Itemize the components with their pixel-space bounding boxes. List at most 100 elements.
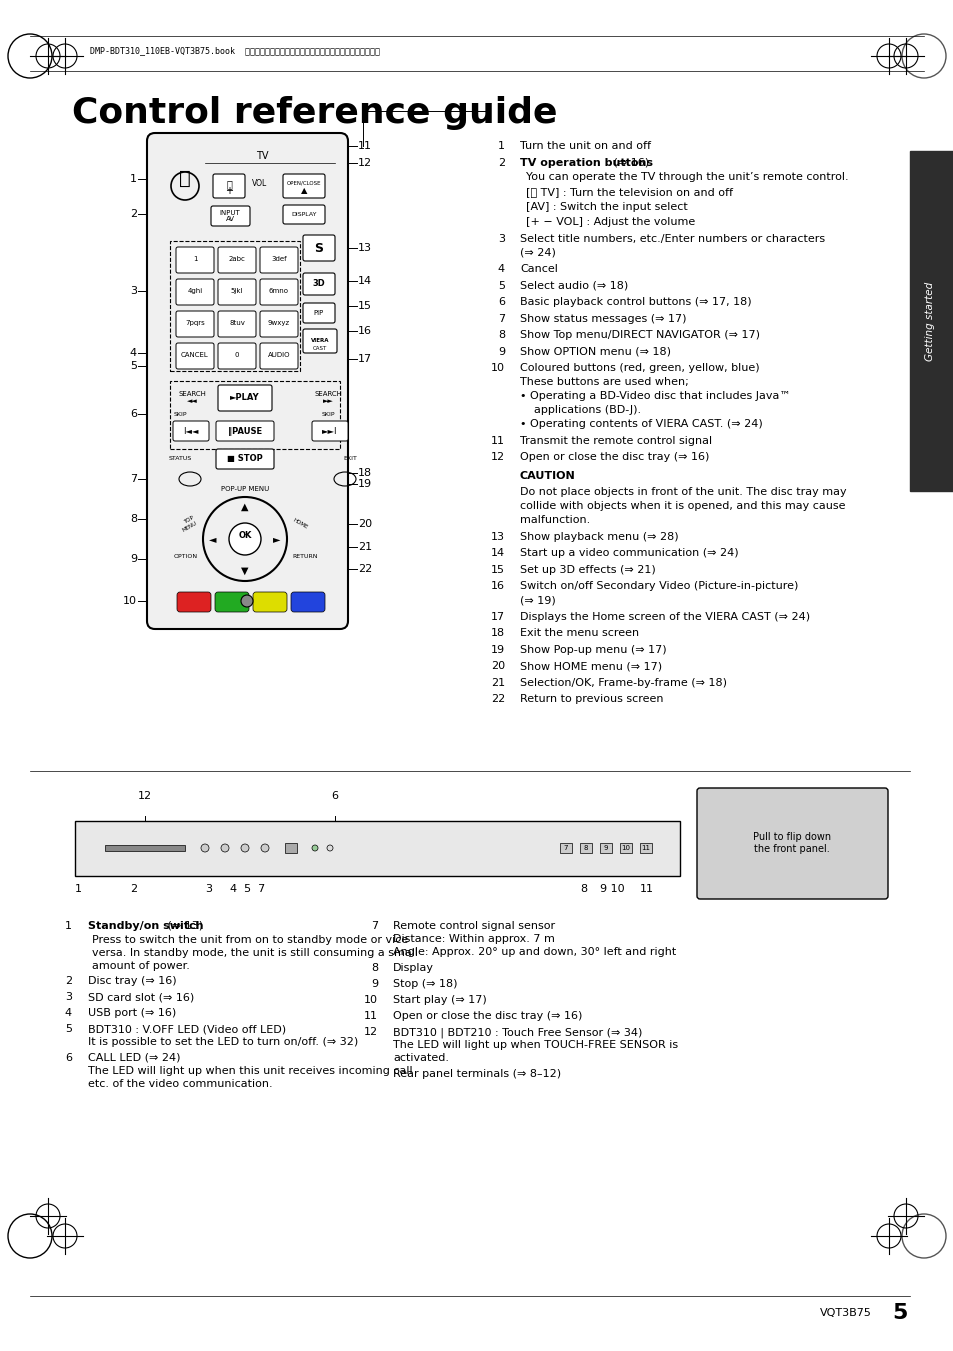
- Text: OPTION: OPTION: [173, 554, 198, 559]
- Bar: [559, 843, 572, 852]
- Text: 15: 15: [491, 565, 504, 576]
- Bar: [909, 151, 953, 490]
- Text: You can operate the TV through the unit’s remote control.: You can operate the TV through the unit’…: [525, 173, 848, 182]
- Text: DISPLAY: DISPLAY: [291, 212, 316, 218]
- Text: 4: 4: [497, 265, 504, 274]
- Circle shape: [241, 594, 253, 607]
- FancyBboxPatch shape: [260, 280, 297, 305]
- Text: 18: 18: [491, 628, 504, 639]
- Text: 21: 21: [357, 542, 372, 553]
- Text: 16: 16: [357, 326, 372, 336]
- Text: ◄: ◄: [209, 534, 216, 544]
- Text: 2: 2: [497, 158, 504, 168]
- Text: Return to previous screen: Return to previous screen: [519, 694, 662, 704]
- Text: 1: 1: [130, 174, 137, 184]
- FancyBboxPatch shape: [175, 247, 213, 273]
- Text: 19: 19: [491, 644, 504, 655]
- Text: 15: 15: [357, 301, 372, 311]
- Text: ■ STOP: ■ STOP: [227, 454, 263, 463]
- Text: SD card slot (⇒ 16): SD card slot (⇒ 16): [88, 992, 194, 1002]
- Text: 11: 11: [639, 884, 654, 894]
- Text: collide with objects when it is opened, and this may cause: collide with objects when it is opened, …: [519, 501, 844, 512]
- Text: Select title numbers, etc./Enter numbers or characters: Select title numbers, etc./Enter numbers…: [519, 234, 824, 243]
- FancyBboxPatch shape: [218, 385, 272, 411]
- Text: 9wxyz: 9wxyz: [268, 320, 290, 326]
- Text: 3: 3: [130, 286, 137, 296]
- Text: 8: 8: [583, 844, 588, 851]
- Text: Set up 3D effects (⇒ 21): Set up 3D effects (⇒ 21): [519, 565, 655, 576]
- Text: ►PLAY: ►PLAY: [230, 393, 259, 403]
- Text: 17: 17: [357, 354, 372, 363]
- Text: Basic playback control buttons (⇒ 17, 18): Basic playback control buttons (⇒ 17, 18…: [519, 297, 751, 307]
- Text: ►►I: ►►I: [322, 427, 337, 435]
- Text: 3: 3: [65, 992, 71, 1002]
- Text: AV: AV: [225, 216, 234, 222]
- Text: AUDIO: AUDIO: [268, 353, 290, 358]
- Text: Start up a video communication (⇒ 24): Start up a video communication (⇒ 24): [519, 549, 738, 558]
- FancyBboxPatch shape: [214, 592, 249, 612]
- Bar: [105, 844, 185, 851]
- Text: The LED will light up when TOUCH-FREE SENSOR is: The LED will light up when TOUCH-FREE SE…: [393, 1040, 678, 1050]
- Text: 9: 9: [130, 554, 137, 563]
- Text: 13: 13: [491, 532, 504, 542]
- Text: 17: 17: [491, 612, 504, 621]
- Text: 10: 10: [123, 596, 137, 607]
- Text: Start play (⇒ 17): Start play (⇒ 17): [393, 994, 486, 1005]
- Text: INPUT: INPUT: [219, 209, 240, 216]
- Text: 7: 7: [497, 313, 504, 324]
- Circle shape: [327, 844, 333, 851]
- Text: 6: 6: [497, 297, 504, 307]
- FancyBboxPatch shape: [260, 247, 297, 273]
- FancyBboxPatch shape: [291, 592, 325, 612]
- Text: OK: OK: [238, 531, 252, 539]
- Text: Show status messages (⇒ 17): Show status messages (⇒ 17): [519, 313, 686, 324]
- Text: Cancel: Cancel: [519, 265, 558, 274]
- Text: 6: 6: [65, 1052, 71, 1063]
- Text: 3: 3: [205, 884, 212, 894]
- Text: 11: 11: [364, 1011, 377, 1021]
- Circle shape: [241, 844, 249, 852]
- Bar: [599, 843, 612, 852]
- Text: SEARCH
►►: SEARCH ►►: [314, 390, 341, 404]
- Text: 1: 1: [75, 884, 82, 894]
- Text: Angle: Approx. 20° up and down, 30° left and right: Angle: Approx. 20° up and down, 30° left…: [393, 947, 676, 957]
- Text: USB port (⇒ 16): USB port (⇒ 16): [88, 1008, 176, 1019]
- Circle shape: [229, 523, 261, 555]
- Bar: [285, 843, 296, 852]
- Text: Press to switch the unit from on to standby mode or vice: Press to switch the unit from on to stan…: [91, 935, 408, 944]
- Text: Remote control signal sensor: Remote control signal sensor: [393, 921, 555, 931]
- FancyBboxPatch shape: [218, 280, 255, 305]
- Text: Displays the Home screen of the VIERA CAST (⇒ 24): Displays the Home screen of the VIERA CA…: [519, 612, 809, 621]
- Text: 4  5  7: 4 5 7: [230, 884, 265, 894]
- Text: 8: 8: [497, 330, 504, 340]
- Text: SKIP: SKIP: [173, 412, 187, 416]
- Text: 8: 8: [579, 884, 586, 894]
- Text: 3D: 3D: [313, 280, 325, 289]
- Text: Disc tray (⇒ 16): Disc tray (⇒ 16): [88, 975, 176, 986]
- Text: 9 10: 9 10: [599, 884, 624, 894]
- Text: 12: 12: [363, 1027, 377, 1038]
- Text: Distance: Within approx. 7 m: Distance: Within approx. 7 m: [393, 934, 555, 944]
- Text: 8: 8: [130, 513, 137, 524]
- Text: 21: 21: [491, 678, 504, 688]
- Text: applications (BD-J).: applications (BD-J).: [519, 405, 640, 415]
- Text: BDT310 | BDT210 : Touch Free Sensor (⇒ 34): BDT310 | BDT210 : Touch Free Sensor (⇒ 3…: [393, 1027, 641, 1038]
- Text: ►: ►: [273, 534, 280, 544]
- Text: versa. In standby mode, the unit is still consuming a small: versa. In standby mode, the unit is stil…: [91, 948, 417, 958]
- Text: Standby/on switch: Standby/on switch: [88, 921, 203, 931]
- Text: S: S: [314, 242, 323, 254]
- Text: 7: 7: [130, 474, 137, 484]
- Text: Control reference guide: Control reference guide: [71, 96, 557, 130]
- FancyBboxPatch shape: [172, 422, 209, 440]
- Text: Show OPTION menu (⇒ 18): Show OPTION menu (⇒ 18): [519, 347, 670, 357]
- Text: BDT310 : V.OFF LED (Video off LED): BDT310 : V.OFF LED (Video off LED): [88, 1024, 286, 1034]
- Text: 22: 22: [357, 563, 372, 574]
- FancyBboxPatch shape: [697, 788, 887, 898]
- Text: 5jkl: 5jkl: [231, 288, 243, 295]
- Text: etc. of the video communication.: etc. of the video communication.: [88, 1079, 273, 1089]
- Text: 4ghi: 4ghi: [187, 288, 202, 295]
- Text: [⏻ TV] : Turn the television on and off: [⏻ TV] : Turn the television on and off: [525, 188, 732, 197]
- Text: 6mno: 6mno: [269, 288, 289, 295]
- Text: • Operating a BD-Video disc that includes Java™: • Operating a BD-Video disc that include…: [519, 392, 790, 401]
- Text: TOP
MENU: TOP MENU: [178, 515, 198, 532]
